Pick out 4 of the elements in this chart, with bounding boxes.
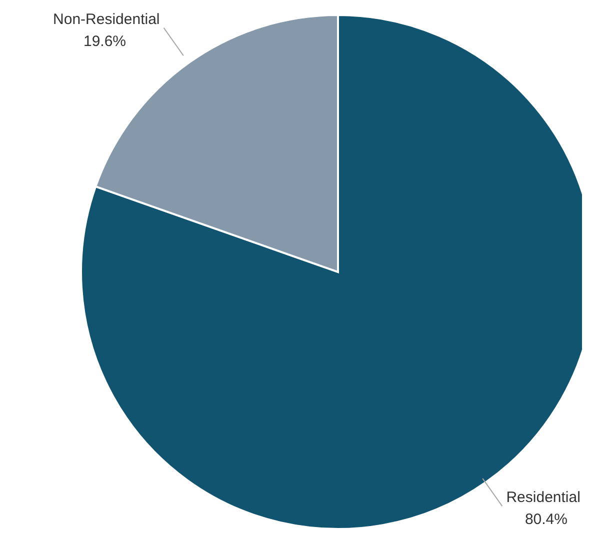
- slice-label: Residential: [506, 489, 580, 506]
- slice-label: Non-Residential: [53, 10, 160, 28]
- data-label: 19.6%: [84, 32, 126, 50]
- data-label: 80.4%: [524, 511, 568, 528]
